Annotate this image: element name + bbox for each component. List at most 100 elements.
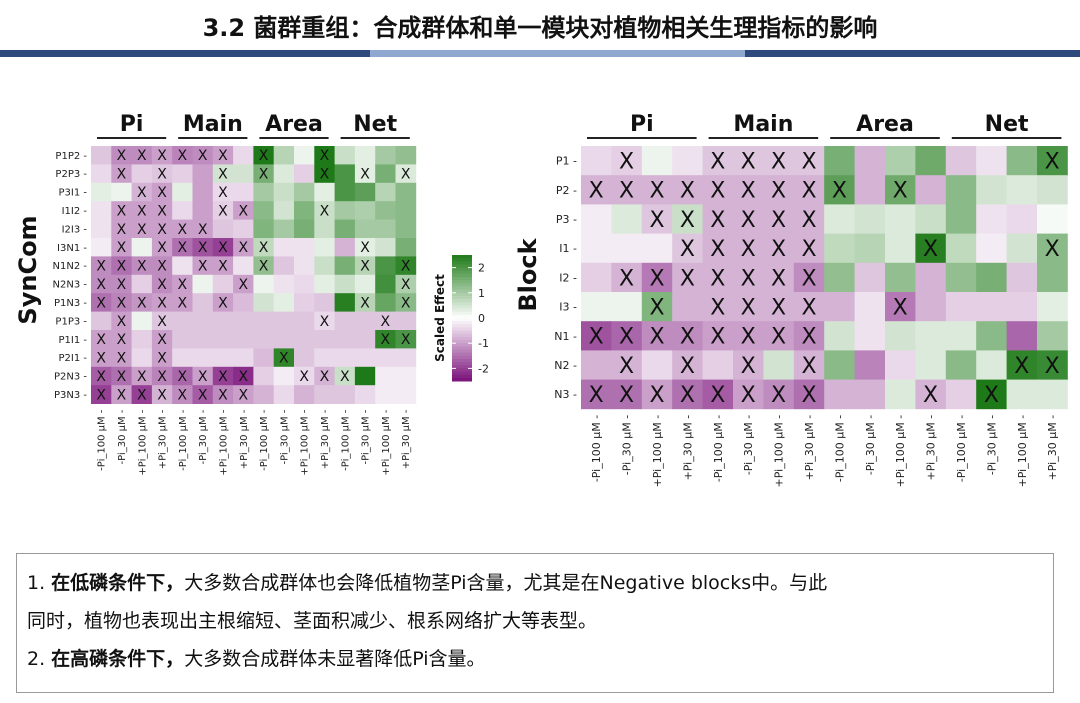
significance-mark: X (589, 179, 604, 204)
heatmap-cell (334, 311, 356, 331)
heatmap-cell (1037, 175, 1068, 205)
heatmap-cell (1037, 262, 1068, 293)
heatmap-cell (172, 164, 193, 184)
heatmap-cell (294, 366, 315, 386)
heatmap-cell (91, 146, 112, 165)
significance-mark: X (801, 325, 816, 350)
heatmap-cell (131, 348, 153, 368)
significance-mark: X (801, 296, 816, 321)
legend-gradient-step (452, 261, 472, 265)
heatmap-cell (763, 175, 795, 205)
significance-mark: X (741, 383, 756, 408)
row-label: I1I2 - (62, 206, 88, 217)
legend-gradient-step (452, 308, 472, 313)
significance-mark: X (680, 208, 695, 233)
heatmap-cell (375, 146, 396, 165)
group-label: Main (733, 112, 793, 137)
heatmap-cell (151, 238, 173, 257)
heatmap-cell (793, 379, 825, 410)
significance-mark: X (619, 354, 634, 379)
legend-gradient-step (452, 292, 472, 297)
heatmap-cell (91, 164, 112, 184)
legend-gradient-step (452, 336, 472, 341)
significance-mark: X (117, 167, 127, 183)
column-label: -Pi_100 μM - (712, 415, 725, 482)
heatmap-cell (976, 321, 1007, 351)
row-label: I2 - (559, 271, 577, 284)
heatmap-cell (233, 219, 254, 239)
heatmap-cell (763, 292, 795, 322)
heatmap-cell (172, 182, 193, 202)
heatmap-cell (945, 292, 977, 322)
legend-gradient-step (452, 289, 472, 294)
heatmap-cell (824, 379, 855, 410)
heatmap-cell (1037, 350, 1068, 380)
heatmap-cell (672, 204, 703, 234)
heatmap-cell (885, 233, 916, 264)
heatmap-cell (294, 293, 315, 312)
significance-mark: X (157, 185, 167, 201)
column-label: +Pi_100 μM - (219, 409, 230, 475)
significance-mark: X (96, 387, 106, 403)
heatmap-cell (976, 292, 1007, 322)
significance-mark: X (801, 237, 816, 262)
heatmap-cell (314, 311, 335, 331)
legend-gradient-step (452, 358, 472, 363)
heatmap-cell (702, 379, 734, 410)
significance-mark: X (238, 369, 248, 385)
heatmap-cell (702, 292, 734, 322)
heatmap-cell (733, 204, 764, 234)
heatmap-cell (314, 348, 335, 368)
heatmap-cell (151, 219, 173, 239)
heatmap-cell (976, 379, 1007, 410)
heatmap-cell (641, 292, 673, 322)
heatmap-cell (253, 182, 275, 202)
row-label: P2N3 - (54, 372, 87, 383)
heatmap-cell (111, 219, 132, 239)
heatmap-cell (233, 330, 254, 349)
heatmap-cell (354, 182, 376, 202)
significance-mark: X (801, 208, 816, 233)
heatmap-cell (395, 274, 417, 294)
heatmap-cell (172, 201, 193, 220)
heatmap-cell (395, 219, 417, 239)
heatmap-cell (375, 164, 396, 184)
heatmap-cell (672, 321, 703, 351)
significance-mark: X (401, 277, 411, 293)
heatmap-cell (395, 311, 417, 331)
heatmap-cell (273, 274, 295, 294)
significance-mark: X (178, 295, 188, 311)
heatmap-cell (273, 348, 295, 368)
significance-mark: X (619, 150, 634, 175)
heatmap-cell (641, 146, 673, 176)
heatmap-cell (763, 262, 795, 293)
heatmap-cell (915, 292, 947, 322)
legend-gradient-step (452, 273, 472, 278)
heatmap-cell (294, 311, 315, 331)
heatmap-cell (702, 175, 734, 205)
heatmap-cell (151, 256, 173, 276)
significance-mark: X (680, 325, 695, 350)
legend-gradient-step (452, 340, 472, 344)
legend-gradient-step (452, 349, 472, 354)
significance-mark: X (710, 325, 725, 350)
significance-mark: X (157, 277, 167, 293)
heatmap-cell (854, 321, 886, 351)
heatmap-cell (273, 256, 295, 276)
significance-mark: X (741, 179, 756, 204)
heatmap-cell (111, 256, 132, 276)
heatmap-cell (91, 366, 112, 386)
legend-gradient-step (452, 295, 472, 300)
heatmap-cell (1006, 175, 1038, 205)
note-1-number: 1. (27, 572, 52, 594)
heatmap-cell (733, 350, 764, 380)
significance-mark: X (218, 387, 228, 403)
significance-mark: X (137, 387, 147, 403)
heatmap-cell (733, 379, 764, 410)
group-label: Net (985, 112, 1029, 137)
significance-mark: X (117, 203, 127, 219)
heatmap-cell (172, 274, 193, 294)
legend-gradient-step (452, 362, 472, 366)
heatmap-cell (294, 238, 315, 257)
heatmap-cell (273, 182, 295, 202)
